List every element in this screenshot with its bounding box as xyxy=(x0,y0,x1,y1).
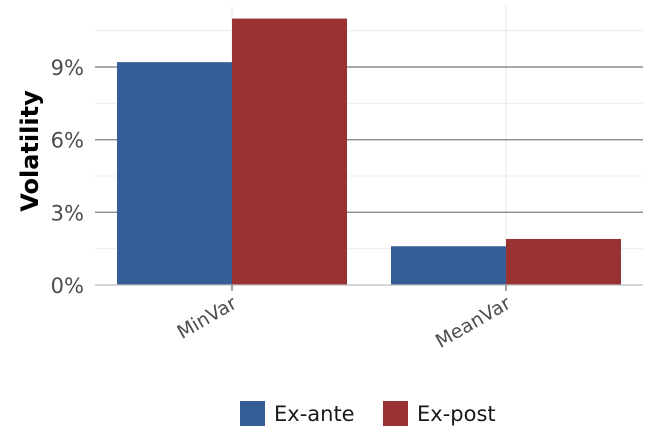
bar-minvar-ex-post xyxy=(232,18,347,286)
legend: Ex-ante Ex-post xyxy=(240,401,496,426)
legend-label-ex-ante: Ex-ante xyxy=(274,402,355,426)
y-tick-labels: 0% 3% 6% 9% xyxy=(51,56,84,298)
y-tick-label: 0% xyxy=(51,274,84,298)
legend-swatch-ex-ante xyxy=(240,401,265,426)
x-tick-label: MeanVar xyxy=(432,292,515,353)
x-tick-label: MinVar xyxy=(173,292,240,343)
y-tick-label: 3% xyxy=(51,201,84,225)
legend-label-ex-post: Ex-post xyxy=(417,402,496,426)
y-tick-label: 9% xyxy=(51,56,84,80)
bar-meanvar-ex-ante xyxy=(391,246,506,285)
bar-meanvar-ex-post xyxy=(506,238,621,285)
legend-swatch-ex-post xyxy=(383,401,408,426)
bars xyxy=(117,18,621,286)
x-tick-labels: MinVar MeanVar xyxy=(173,285,515,353)
y-axis-title: Volatility xyxy=(16,90,44,212)
bar-minvar-ex-ante xyxy=(117,62,232,286)
y-tick-label: 6% xyxy=(51,129,84,153)
